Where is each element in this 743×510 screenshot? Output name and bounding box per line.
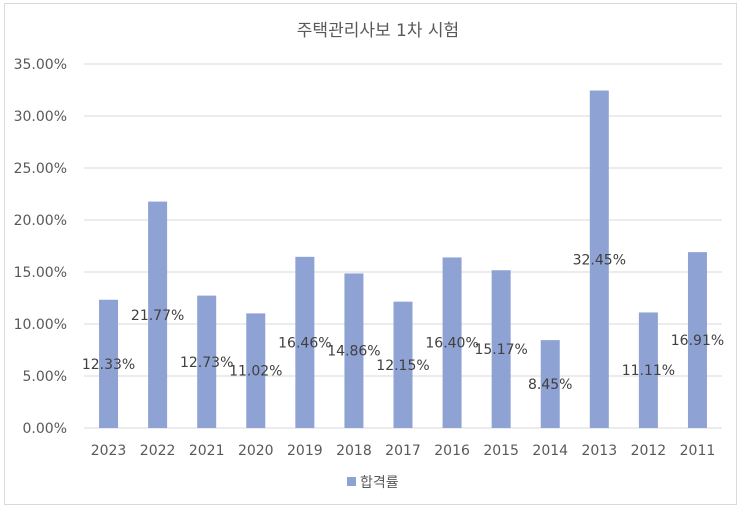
y-axis-ticks: 0.00% 5.00% 10.00% 15.00% 20.00% 25.00% 30.00%… [14,57,67,437]
bar-2011 [687,252,707,428]
y-tick-label: 0.00% [23,421,67,437]
data-label: 32.45% [573,252,626,268]
x-tick-label: 2021 [189,443,225,459]
x-tick-label: 2016 [434,443,470,459]
data-label: 14.86% [327,344,380,360]
bar-2021 [197,295,217,428]
x-tick-label: 2015 [483,443,519,459]
y-tick-label: 25.00% [14,161,67,177]
y-tick-label: 15.00% [14,265,67,281]
bar-2020 [246,313,266,428]
x-tick-label: 2023 [91,443,127,459]
bar-2023 [99,299,119,428]
bar-2016 [442,257,462,428]
y-tick-label: 30.00% [14,109,67,125]
legend: 합격률 [347,475,399,491]
x-tick-label: 2019 [287,443,323,459]
data-label: 12.33% [82,357,135,373]
bar-2018 [344,273,364,428]
chart-title: 주택관리사보 1차 시험 [297,21,459,41]
x-axis-ticks: 2023 2022 2021 2020 2019 2018 2017 2016 2015 2014… [91,443,716,459]
data-labels: 12.33% 21.77% 12.73%11.02% 16.46%14.86%12.1… [82,252,724,393]
data-label: 16.91% [671,333,724,349]
data-label: 12.73% [180,355,233,371]
gridlines [84,63,722,429]
x-tick-label: 2011 [680,443,716,459]
data-label: 15.17% [474,342,527,358]
chart-frame [4,3,737,505]
y-tick-label: 10.00% [14,317,67,333]
bar-2017 [393,301,413,428]
bar-2015 [491,270,511,428]
x-tick-label: 2014 [532,443,568,459]
y-tick-label: 20.00% [14,213,67,229]
data-label: 16.46% [278,335,331,351]
bar-2019 [295,256,315,428]
data-label: 11.11% [622,363,675,379]
data-label: 8.45% [528,377,572,393]
y-tick-label: 5.00% [23,369,67,385]
bars [99,90,707,429]
data-label: 11.02% [229,364,282,380]
bar-2012 [638,312,658,428]
legend-swatch-hapgyeokryul [347,477,356,486]
data-label: 21.77% [131,308,184,324]
bar-2013 [589,90,609,429]
bar-2014 [540,340,560,428]
bar-2022 [148,201,168,428]
x-tick-label: 2020 [238,443,274,459]
data-label: 12.15% [376,358,429,374]
x-tick-label: 2017 [385,443,421,459]
y-tick-label: 35.00% [14,57,67,73]
legend-label-hapgyeokryul: 합격률 [360,475,399,491]
x-tick-label: 2013 [581,443,617,459]
x-tick-label: 2018 [336,443,372,459]
x-tick-label: 2022 [140,443,176,459]
x-tick-label: 2012 [631,443,667,459]
data-label: 16.40% [425,336,478,352]
